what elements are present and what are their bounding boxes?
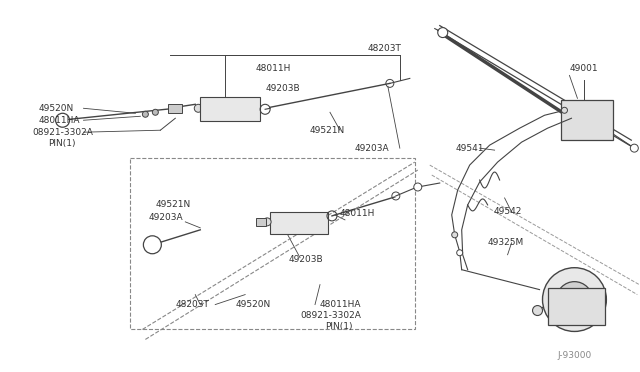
Text: 49203A: 49203A: [355, 144, 390, 153]
Text: 49542: 49542: [493, 208, 522, 217]
Circle shape: [195, 104, 202, 112]
Text: J-93000: J-93000: [557, 351, 592, 360]
Circle shape: [142, 111, 148, 117]
Text: 08921-3302A: 08921-3302A: [300, 311, 361, 320]
Text: 49203B: 49203B: [288, 255, 323, 264]
Circle shape: [263, 218, 271, 226]
Text: 49521N: 49521N: [310, 126, 345, 135]
Text: 48203T: 48203T: [175, 300, 209, 309]
Text: 49521N: 49521N: [156, 201, 191, 209]
Bar: [270, 212, 328, 234]
Text: 08921-3302A: 08921-3302A: [33, 128, 93, 137]
Text: 48011HA: 48011HA: [320, 300, 362, 309]
Text: 49203A: 49203A: [148, 214, 183, 222]
Circle shape: [414, 183, 422, 191]
Bar: [200, 97, 260, 121]
Circle shape: [543, 268, 606, 331]
Bar: [561, 100, 613, 140]
Circle shape: [56, 113, 70, 127]
Text: PIN(1): PIN(1): [325, 322, 353, 331]
Circle shape: [566, 292, 582, 308]
Circle shape: [438, 28, 448, 38]
Text: 48011H: 48011H: [255, 64, 291, 73]
Circle shape: [452, 232, 458, 238]
Circle shape: [143, 236, 161, 254]
Text: 49325M: 49325M: [488, 238, 524, 247]
Text: 49001: 49001: [570, 64, 598, 73]
Circle shape: [561, 107, 568, 113]
Text: 49520N: 49520N: [38, 104, 74, 113]
Text: 49520N: 49520N: [235, 300, 271, 309]
Text: 49541: 49541: [456, 144, 484, 153]
Text: 48011H: 48011H: [340, 209, 375, 218]
Circle shape: [630, 144, 638, 152]
Text: 48011HA: 48011HA: [38, 116, 80, 125]
Bar: [256, 218, 266, 226]
Text: 49203B: 49203B: [265, 84, 300, 93]
Circle shape: [557, 282, 593, 318]
Circle shape: [457, 250, 463, 256]
Circle shape: [532, 305, 543, 315]
Text: 48203T: 48203T: [368, 44, 402, 53]
Text: PIN(1): PIN(1): [49, 139, 76, 148]
Bar: [168, 104, 182, 113]
Circle shape: [152, 109, 158, 115]
Bar: [131, 158, 415, 330]
Bar: [547, 288, 605, 326]
